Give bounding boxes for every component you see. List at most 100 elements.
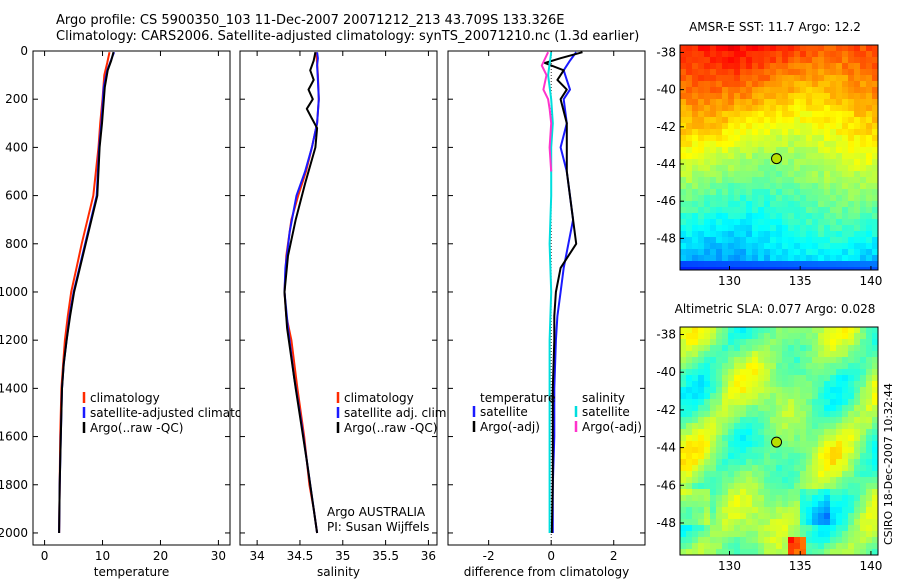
map-cell bbox=[752, 57, 759, 64]
map-cell bbox=[716, 195, 723, 202]
map-cell bbox=[752, 381, 759, 388]
map-cell bbox=[728, 453, 735, 460]
map-cell bbox=[830, 519, 837, 526]
map-cell bbox=[698, 135, 705, 142]
map-cell bbox=[818, 399, 825, 406]
map-cell bbox=[860, 63, 867, 70]
map-cell bbox=[686, 357, 693, 364]
map-cell bbox=[686, 519, 693, 526]
map-cell bbox=[686, 63, 693, 70]
map-cell bbox=[740, 75, 747, 82]
map-cell bbox=[776, 231, 783, 238]
map-cell bbox=[854, 543, 861, 550]
map-cell bbox=[848, 171, 855, 178]
map-cell bbox=[734, 111, 741, 118]
map-cell bbox=[692, 327, 699, 334]
map-cell bbox=[692, 351, 699, 358]
map-cell bbox=[836, 375, 843, 382]
map-cell bbox=[842, 45, 849, 52]
map-cell bbox=[680, 129, 687, 136]
map-cell bbox=[680, 123, 687, 130]
map-cell bbox=[818, 171, 825, 178]
map-cell bbox=[740, 441, 747, 448]
map-cell bbox=[788, 81, 795, 88]
map-cell bbox=[812, 75, 819, 82]
map-cell bbox=[758, 267, 765, 270]
map-cell bbox=[842, 537, 849, 544]
map-cell bbox=[812, 423, 819, 430]
x-tick-label: 0 bbox=[547, 549, 555, 563]
map-cell bbox=[770, 165, 777, 172]
map-cell bbox=[692, 135, 699, 142]
map-cell bbox=[704, 429, 711, 436]
legend-label: Argo(-adj) bbox=[582, 420, 642, 434]
map-cell bbox=[734, 51, 741, 58]
map-cell bbox=[782, 513, 789, 520]
map-cell bbox=[854, 525, 861, 532]
annotation-argo-australia: Argo AUSTRALIA bbox=[327, 505, 426, 519]
map-cell bbox=[722, 243, 729, 250]
map-cell bbox=[728, 549, 735, 555]
map-cell bbox=[800, 543, 807, 550]
map-cell bbox=[770, 105, 777, 112]
map-cell bbox=[872, 531, 878, 538]
map-cell bbox=[794, 171, 801, 178]
map-cell bbox=[788, 345, 795, 352]
map-cell bbox=[710, 63, 717, 70]
map-cell bbox=[866, 495, 873, 502]
map-cell bbox=[806, 111, 813, 118]
map-cell bbox=[698, 165, 705, 172]
map-cell bbox=[746, 417, 753, 424]
map-cell bbox=[716, 249, 723, 256]
map-cell bbox=[698, 81, 705, 88]
map-cell bbox=[776, 87, 783, 94]
map-cell bbox=[776, 363, 783, 370]
map-cell bbox=[680, 243, 687, 250]
map-cell bbox=[722, 339, 729, 346]
map-cell bbox=[788, 525, 795, 532]
map-cell bbox=[782, 345, 789, 352]
map-cell bbox=[842, 435, 849, 442]
map-cell bbox=[800, 327, 807, 334]
map-cell bbox=[860, 447, 867, 454]
map-cell bbox=[866, 435, 873, 442]
map-cell bbox=[806, 267, 813, 270]
y-tick-label: 1800 bbox=[0, 478, 28, 492]
map-cell bbox=[806, 63, 813, 70]
map-cell bbox=[830, 255, 837, 262]
map-cell bbox=[776, 495, 783, 502]
map-cell bbox=[740, 171, 747, 178]
map-cell bbox=[722, 429, 729, 436]
map-cell bbox=[734, 501, 741, 508]
map-cell bbox=[866, 87, 873, 94]
map-cell bbox=[680, 177, 687, 184]
map-cell bbox=[728, 111, 735, 118]
map-cell bbox=[776, 147, 783, 154]
map-cell bbox=[872, 429, 878, 436]
map-cell bbox=[788, 441, 795, 448]
map-cell bbox=[800, 255, 807, 262]
map-cell bbox=[848, 99, 855, 106]
map-cell bbox=[872, 249, 878, 256]
map-cell bbox=[848, 435, 855, 442]
map-cell bbox=[854, 63, 861, 70]
map-cell bbox=[722, 225, 729, 232]
map-cell bbox=[830, 495, 837, 502]
map-cell bbox=[782, 165, 789, 172]
map-cell bbox=[758, 447, 765, 454]
map-cell bbox=[770, 531, 777, 538]
map-cell bbox=[824, 483, 831, 490]
map-cell bbox=[710, 243, 717, 250]
map-cell bbox=[872, 99, 878, 106]
map-cell bbox=[722, 393, 729, 400]
map-cell bbox=[872, 453, 878, 460]
map-cell bbox=[686, 369, 693, 376]
map-cell bbox=[746, 339, 753, 346]
map-cell bbox=[686, 93, 693, 100]
map-cell bbox=[728, 393, 735, 400]
map-cell bbox=[686, 525, 693, 532]
map-cell bbox=[752, 465, 759, 472]
map-cell bbox=[740, 411, 747, 418]
map-cell bbox=[872, 171, 878, 178]
map-cell bbox=[716, 51, 723, 58]
